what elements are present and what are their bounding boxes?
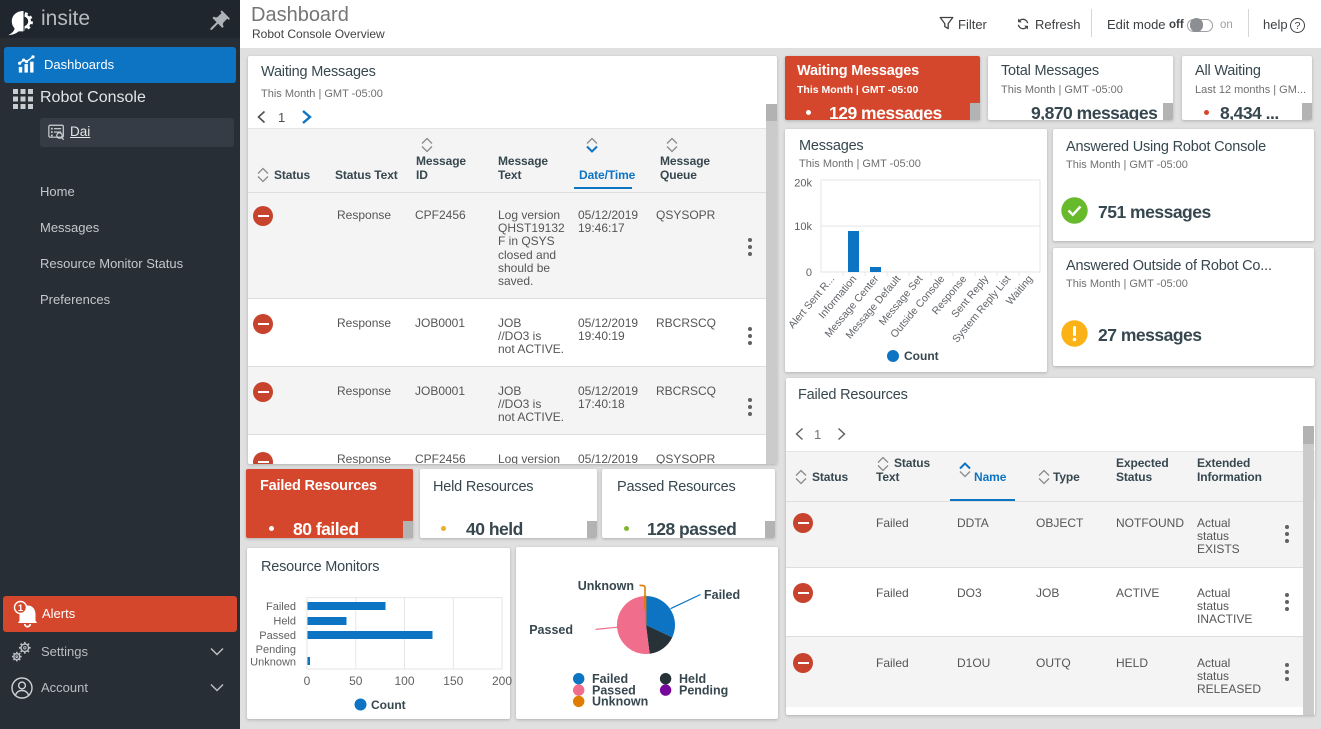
- svg-text:Failed: Failed: [266, 601, 296, 613]
- svg-text:Passed: Passed: [592, 683, 636, 697]
- svg-text:Unknown: Unknown: [592, 695, 648, 709]
- svg-text:200: 200: [492, 674, 512, 688]
- svg-text:20k: 20k: [794, 178, 812, 190]
- svg-text:1: 1: [18, 603, 24, 614]
- svg-text:0: 0: [304, 674, 311, 688]
- svg-text:Held: Held: [679, 672, 706, 686]
- svg-text:Pending: Pending: [679, 683, 728, 697]
- svg-text:100: 100: [394, 674, 414, 688]
- svg-text:Pending: Pending: [256, 644, 296, 656]
- svg-text:Count: Count: [904, 349, 939, 363]
- svg-text:Passed: Passed: [259, 630, 296, 642]
- svg-text:50: 50: [349, 674, 363, 688]
- svg-text:Passed: Passed: [529, 623, 573, 637]
- svg-text:10k: 10k: [794, 221, 812, 233]
- svg-text:Unknown: Unknown: [250, 657, 296, 669]
- svg-text:150: 150: [443, 674, 463, 688]
- svg-text:0: 0: [806, 267, 812, 279]
- svg-text:Failed: Failed: [704, 588, 740, 602]
- svg-text:Count: Count: [371, 698, 406, 712]
- svg-text:Held: Held: [273, 616, 296, 628]
- svg-text:Failed: Failed: [592, 672, 628, 686]
- svg-text:Unknown: Unknown: [578, 579, 634, 593]
